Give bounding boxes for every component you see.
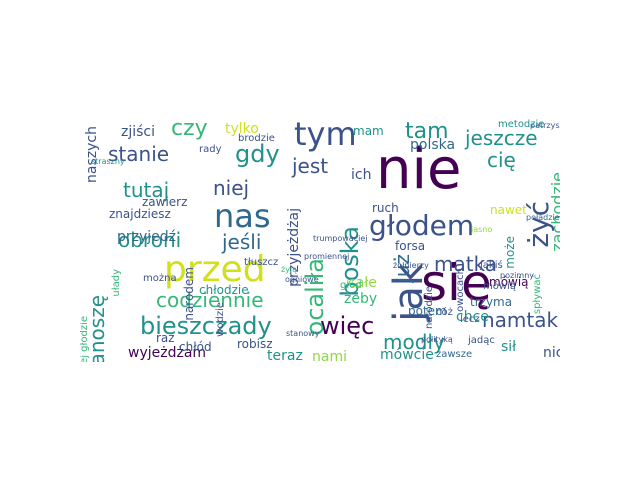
cloud-word-26: tam [405,119,449,144]
cloud-word-54: ruch [372,201,399,215]
cloud-word-0: nie [376,137,462,202]
cloud-word-20: zanoszę [85,295,109,362]
cloud-word-7: bieszczady [140,312,272,340]
cloud-word-51: całe [348,275,377,291]
cloud-word-38: chce [456,309,489,325]
cloud-word-37: sił [501,339,517,355]
cloud-word-34: nami [312,349,347,362]
cloud-word-46: nawet [490,203,527,217]
cloud-word-40: zawsze [436,349,473,360]
cloud-word-85: jasno [471,225,493,234]
cloud-word-66: można [143,273,177,284]
cloud-word-63: chłód [179,340,212,354]
cloud-word-84: patrzysz [530,121,560,130]
cloud-word-90: straszny [91,157,125,166]
cloud-word-80: trumpowaćiej [313,234,368,243]
cloud-word-82: żyją [281,265,298,274]
cloud-word-41: tylko [225,121,259,137]
cloud-word-59: znajdziesz [109,207,171,221]
cloud-word-49: potem [408,304,447,318]
cloud-word-61: rady [199,144,222,155]
cloud-word-28: cię [487,148,516,172]
cloud-word-35: teraz [267,348,303,362]
cloud-word-89: pozimny [500,271,534,280]
cloud-word-74: jakiś [480,260,503,271]
cloud-word-73: jadąc [468,335,495,346]
cloud-word-33: mówcie [380,347,434,362]
cloud-word-36: nic [543,345,560,361]
cloud-word-52: żeby [344,291,378,307]
cloud-word-65: raz [156,331,175,345]
cloud-word-64: robisz [237,337,273,351]
cloud-word-70: głód [340,280,362,291]
cloud-word-22: jest [292,154,329,178]
cloud-word-10: matka [434,252,498,276]
cloud-word-83: żołnierzy [393,261,429,270]
cloud-word-87: poładzie [526,213,560,222]
cloud-word-6: tym [294,118,357,153]
cloud-word-47: może [503,236,517,269]
cloud-word-56: mówią [489,275,529,289]
cloud-word-55: forsa [395,239,426,253]
cloud-word-75: mówią [483,281,516,292]
cloud-word-14: namtak [482,308,559,332]
cloud-word-48: ich [351,167,372,183]
cloud-word-67: wodzie [215,302,226,337]
cloud-word-18: stanie [108,142,170,166]
cloud-word-29: zachodzie [548,172,560,252]
cloud-word-53: narodem [182,267,196,321]
cloud-word-69: mojej głodzie [80,316,90,362]
cloud-word-15: modły [383,330,445,354]
cloud-word-9: więc [320,312,375,340]
cloud-word-68: ułady [111,269,122,297]
cloud-word-43: naszych [84,126,100,183]
cloud-word-32: wyjeżdżam [128,345,207,361]
cloud-word-12: ocaliła [301,258,329,336]
cloud-word-21: jeśli [222,230,262,254]
cloud-word-60: brodzie [238,133,275,144]
cloud-word-44: mam [353,124,384,138]
cloud-word-58: zawierz [142,195,188,209]
cloud-word-62: tłuszcz [244,257,279,268]
cloud-word-77: owocach [455,268,466,312]
cloud-word-72: lecz [460,314,480,325]
cloud-word-45: metodzie [498,119,545,130]
cloud-word-16: jeszcze [465,126,538,150]
cloud-word-42: zjiści [121,124,156,140]
cloud-word-8: codziennie [156,288,264,312]
cloud-word-50: trzyma [470,295,513,309]
cloud-word-76: spływać [532,274,543,315]
cloud-word-81: promiennej [304,252,350,261]
cloud-word-23: gdy [235,140,280,168]
cloud-word-19: obroni [118,228,182,252]
cloud-word-88: stanowy [286,329,320,338]
cloud-word-71: cóż [436,307,453,318]
cloud-word-25: czy [171,118,208,141]
cloud-word-30: przyjedź [117,229,177,245]
cloud-word-1: się [421,254,492,312]
cloud-word-79: polityką [421,335,453,344]
cloud-word-4: nas [214,197,271,235]
cloud-word-3: głodem [369,209,475,242]
cloud-word-24: niej [213,176,250,200]
cloud-word-39: polska [410,137,456,153]
cloud-word-2: przed [164,249,266,290]
cloud-word-86: ogniowe [285,275,319,284]
cloud-word-57: chłodzie [199,283,249,297]
word-cloud: nie się przed głodem nas jak tym bieszczady codz… [80,118,560,362]
cloud-word-17: tutaj [123,178,170,202]
cloud-word-78: narodzie [424,286,435,330]
